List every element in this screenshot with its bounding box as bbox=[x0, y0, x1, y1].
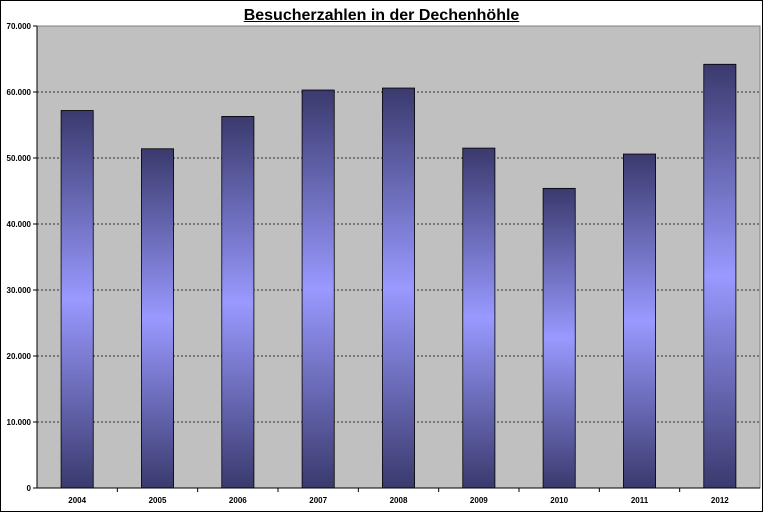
chart-title: Besucherzahlen in der Dechenhöhle bbox=[243, 7, 520, 24]
y-tick-label: 0 bbox=[27, 484, 32, 493]
bar-2006 bbox=[221, 116, 255, 489]
bar-2005 bbox=[141, 148, 174, 489]
x-ticks: 2004 2005 2006 2007 2008 2009 2010 2011 2012 bbox=[68, 488, 729, 505]
bar-2010 bbox=[542, 187, 576, 489]
bar-2012 bbox=[703, 63, 737, 489]
x-tick-label: 2006 bbox=[229, 496, 247, 505]
x-tick-label: 2011 bbox=[631, 496, 649, 505]
y-tick-label: 60.000 bbox=[7, 88, 32, 97]
bar-2007 bbox=[301, 89, 335, 489]
x-tick-label: 2007 bbox=[309, 496, 327, 505]
x-tick-label: 2004 bbox=[68, 496, 86, 505]
y-tick-label: 20.000 bbox=[7, 352, 32, 361]
x-tick-label: 2009 bbox=[470, 496, 488, 505]
x-tick-label: 2005 bbox=[149, 496, 167, 505]
y-tick-label: 50.000 bbox=[7, 154, 32, 163]
y-tick-label: 30.000 bbox=[7, 286, 32, 295]
bar-2011 bbox=[623, 153, 656, 489]
x-tick-label: 2008 bbox=[390, 496, 408, 505]
bar-2008 bbox=[382, 87, 415, 489]
y-tick-label: 40.000 bbox=[7, 220, 32, 229]
y-ticks: 0 10.000 20.000 30.000 40.000 50.000 60.000 70.… bbox=[7, 22, 37, 493]
y-tick-label: 70.000 bbox=[7, 22, 32, 31]
y-tick-label: 10.000 bbox=[7, 418, 32, 427]
x-tick-label: 2010 bbox=[550, 496, 568, 505]
bar-2004 bbox=[60, 110, 94, 489]
bar-2009 bbox=[462, 147, 496, 489]
x-tick-label: 2012 bbox=[711, 496, 729, 505]
